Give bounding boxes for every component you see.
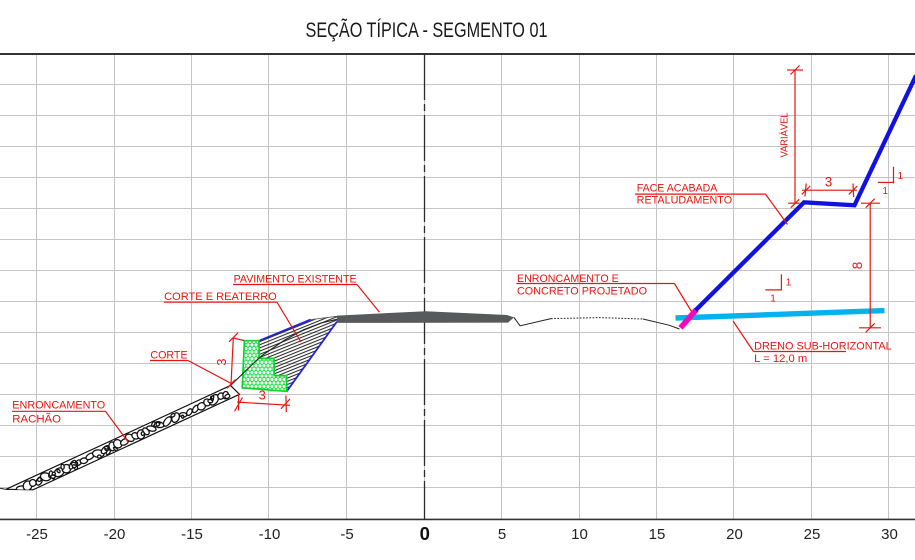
svg-text:3: 3: [259, 387, 266, 402]
svg-text:10: 10: [571, 526, 588, 543]
svg-text:-25: -25: [26, 526, 48, 543]
svg-text:1: 1: [770, 294, 776, 305]
svg-text:15: 15: [649, 526, 666, 543]
svg-text:CONCRETO PROJETADO: CONCRETO PROJETADO: [517, 286, 647, 298]
svg-text:1: 1: [786, 278, 792, 289]
svg-text:25: 25: [804, 526, 821, 543]
svg-text:-5: -5: [340, 526, 353, 543]
svg-text:30: 30: [881, 526, 898, 543]
svg-text:3: 3: [825, 174, 833, 189]
svg-text:PAVIMENTO EXISTENTE: PAVIMENTO EXISTENTE: [234, 273, 357, 285]
svg-text:VARIÁVEL: VARIÁVEL: [780, 112, 791, 158]
svg-text:FACE ACABADA: FACE ACABADA: [637, 183, 719, 195]
svg-text:RACHÃO: RACHÃO: [12, 412, 61, 425]
svg-text:CORTE: CORTE: [150, 350, 187, 362]
svg-text:3: 3: [214, 358, 229, 365]
svg-text:-20: -20: [104, 526, 126, 543]
svg-text:-15: -15: [181, 526, 203, 543]
svg-text:ENRONCAMENTO: ENRONCAMENTO: [12, 400, 105, 412]
svg-text:20: 20: [726, 526, 743, 543]
svg-text:L = 12,0 m: L = 12,0 m: [754, 353, 807, 365]
svg-text:5: 5: [498, 526, 506, 543]
svg-text:DRENO SUB-HORIZONTAL: DRENO SUB-HORIZONTAL: [754, 340, 892, 352]
svg-text:ENRONCAMENTO E: ENRONCAMENTO E: [517, 273, 619, 285]
svg-text:SEÇÃO TÍPICA - SEGMENTO 01: SEÇÃO TÍPICA - SEGMENTO 01: [306, 18, 548, 42]
svg-text:CORTE E REATERRO: CORTE E REATERRO: [164, 291, 277, 303]
svg-text:1: 1: [898, 171, 904, 182]
svg-text:RETALUDAMENTO: RETALUDAMENTO: [637, 195, 732, 207]
svg-text:1: 1: [882, 186, 888, 197]
svg-text:0: 0: [420, 523, 430, 544]
svg-text:8: 8: [850, 262, 865, 270]
svg-text:-10: -10: [259, 526, 281, 543]
